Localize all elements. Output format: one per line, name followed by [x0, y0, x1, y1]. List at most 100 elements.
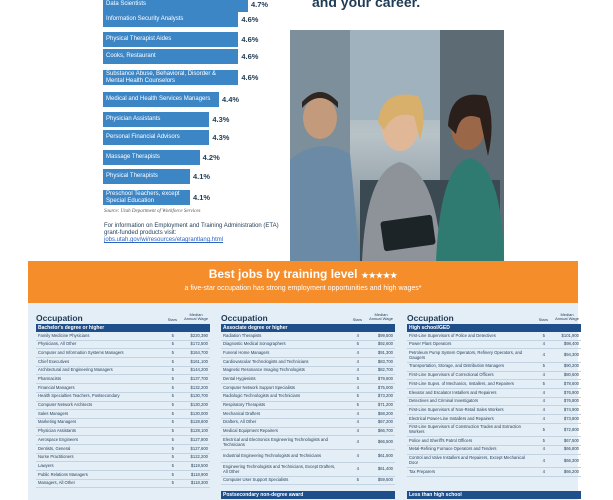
median-wage: $72,800 [563, 426, 579, 432]
wage-header: Median Annual Wage [369, 311, 393, 322]
occupation-name: Drafters, All Other [223, 419, 257, 425]
bar-value-label: 4.2% [202, 153, 220, 162]
median-wage: $128,100 [190, 428, 208, 434]
training-table-3: Occupation Stars Median Annual Wage High sc… [407, 303, 581, 500]
median-wage: $130,700 [190, 393, 208, 399]
star-rating: 5 [356, 402, 359, 408]
occupation-name: Sales Managers [38, 410, 69, 416]
eta-info-link[interactable]: jobs.utah.gov/wi/resources/etagrantlang.… [104, 237, 224, 243]
star-rating: 4 [542, 457, 545, 463]
bar-value-label: 4.1% [193, 172, 211, 181]
occupation-name: Computer and Information Systems Manager… [38, 349, 124, 355]
occupation-name: Industrial Engineering Technologists and… [223, 452, 322, 458]
table-row: Funeral Home Managers 4 $91,300 [221, 349, 395, 359]
star-rating: 4 [356, 439, 359, 445]
table-row: First-Line Supervisors of Construction T… [407, 424, 581, 438]
table-header: Occupation Stars Median Annual Wage [407, 303, 581, 324]
bar-row: Physician Assistants 4.3% [103, 112, 229, 127]
eta-info-text: For information on Employment and Traini… [104, 223, 279, 236]
table-row: Family Medicine Physicians 5 $220,390 [36, 332, 210, 341]
bar-value-label: 4.6% [241, 52, 259, 61]
median-wage: $94,300 [563, 352, 579, 358]
occupation-name: First-Line Supervisors of Correctional O… [409, 372, 494, 378]
star-rating: 5 [171, 462, 174, 468]
table-row: Sales Managers 5 $130,000 [36, 410, 210, 419]
table-row: Health Specialties Teachers, Postseconda… [36, 393, 210, 402]
star-rating: 5 [171, 428, 174, 434]
bar-row: Data Scientists 4.7% [103, 0, 268, 12]
bar: Preschool Teachers, except Special Educa… [103, 190, 190, 205]
occupation-name: Nurse Practitioners [38, 454, 74, 460]
table-row: Respiratory Therapists 5 $71,200 [221, 402, 395, 411]
occupation-name: Metal-Refining Furnace Operators and Ten… [409, 446, 497, 452]
median-wage: $98,400 [563, 341, 579, 347]
table-row: Electrical Power-Line Installers and Rep… [407, 415, 581, 424]
table-row: Cardiovascular Technologists and Technic… [221, 358, 395, 367]
section-header: High school/GED [407, 324, 581, 332]
table-row: Control and Valve Installers and Repaire… [407, 455, 581, 469]
median-wage: $220,390 [190, 332, 208, 338]
star-rating: 5 [356, 341, 359, 347]
bar: Medical and Health Services Managers [103, 92, 219, 107]
eta-info: For information on Employment and Traini… [104, 223, 294, 244]
median-wage: $130,200 [190, 402, 208, 408]
bar: Data Scientists [103, 0, 248, 12]
bar-value-label: 4.6% [241, 73, 259, 82]
median-wage: $66,200 [563, 468, 579, 474]
bar: Physical Therapists [103, 169, 190, 184]
median-wage: $101,900 [561, 332, 579, 338]
median-wage: $172,500 [190, 341, 208, 347]
star-rating: 5 [356, 477, 359, 483]
median-wage: $118,900 [190, 471, 208, 477]
team-photo-illustration [290, 30, 504, 262]
bar-value-label: 4.3% [212, 133, 230, 142]
table-row: Power Plant Operators 4 $98,400 [407, 341, 581, 350]
table-row: Drafters, All Other 4 $67,200 [221, 419, 395, 428]
occupation-name: Engineering Technologists and Technician… [223, 464, 336, 474]
median-wage: $80,600 [563, 372, 579, 378]
bar-row: Personal Financial Advisors 4.3% [103, 130, 229, 145]
table-row: Tax Preparers 4 $66,200 [407, 468, 581, 477]
median-wage: $67,500 [563, 437, 579, 443]
median-wage: $82,700 [377, 367, 393, 373]
section-header: Bachelor's degree or higher [36, 324, 210, 332]
median-wage: $161,100 [190, 358, 208, 364]
occupation-name: Lawyers [38, 462, 54, 468]
table-row: Engineering Technologists and Technician… [221, 463, 395, 477]
table-row: Petroleum Pump System Operators, Refiner… [407, 349, 581, 363]
occupation-name: Petroleum Pump System Operators, Refiner… [409, 350, 523, 360]
star-rating: 5 [542, 380, 545, 386]
bar-row: Cooks, Restaurant 4.6% [103, 49, 258, 64]
star-rating: 4 [356, 452, 359, 458]
section-header: Associate degree or higher [221, 324, 395, 332]
table-row: Financial Managers 5 $132,200 [36, 384, 210, 393]
occupation-name: Respiratory Therapists [223, 402, 266, 408]
star-rating: 5 [171, 480, 174, 486]
table-row: Elevator and Escalator Installers and Re… [407, 389, 581, 398]
table-row: Computer and Information Systems Manager… [36, 349, 210, 359]
wage-header: Median Annual Wage [184, 311, 208, 322]
median-wage: $66,300 [563, 457, 579, 463]
star-rating: 5 [171, 445, 174, 451]
bar-row: Physical Therapist Aides 4.6% [103, 32, 258, 47]
table-row: Electrical and Electronics Engineering T… [221, 436, 395, 450]
star-rating: 5 [171, 358, 174, 364]
table-row: Computer Network Architects 5 $130,200 [36, 402, 210, 411]
occupation-name: Police and Sheriff's Patrol Officers [409, 437, 473, 443]
occupation-name: Medical Equipment Repairers [223, 428, 278, 434]
bar: Physician Assistants [103, 112, 210, 127]
median-wage: $76,800 [563, 398, 579, 404]
star-rating: 4 [542, 446, 545, 452]
table-row: Chief Executives 5 $161,100 [36, 358, 210, 367]
median-wage: $66,800 [563, 446, 579, 452]
chart-source: Source: Utah Department of Workforce Ser… [104, 209, 201, 214]
occupation-header: Occupation [36, 313, 83, 323]
table-row: Computer Network Support Specialists 4 $75… [221, 384, 395, 393]
median-wage: $83,700 [377, 358, 393, 364]
star-rating: 5 [171, 376, 174, 382]
star-rating: 5 [542, 426, 545, 432]
training-table-1: Occupation Stars Median Annual Wage Bachelo… [36, 303, 210, 500]
table-row: Magnetic Resonance Imaging Technologists… [221, 367, 395, 376]
median-wage: $75,000 [377, 384, 393, 390]
median-wage: $59,500 [377, 477, 393, 483]
